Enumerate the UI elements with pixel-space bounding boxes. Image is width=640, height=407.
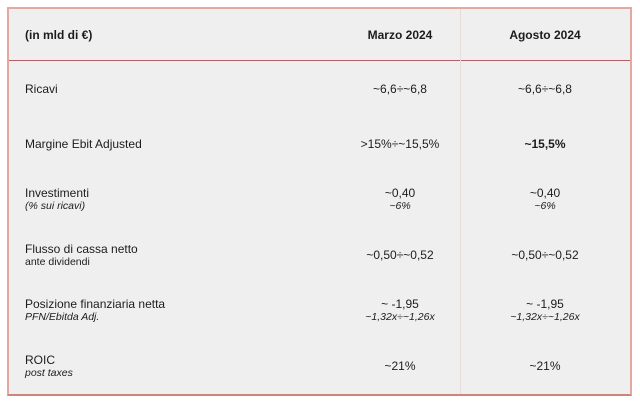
value-marzo: >15%÷~15,5% xyxy=(360,137,440,152)
value-marzo: ~ -1,95 xyxy=(381,297,419,312)
value-marzo: ~0,50÷~0,52 xyxy=(366,248,434,263)
row-sublabel: PFN/Ebitda Adj. xyxy=(25,311,100,324)
value-marzo: ~21% xyxy=(384,359,416,374)
subvalue-marzo: ~1,32x÷~1,26x xyxy=(365,311,435,324)
row-sublabel: ante dividendi xyxy=(25,255,90,268)
row-label: Investimenti xyxy=(25,186,90,201)
table-row: Flusso di cassa netto ante dividendi ~0,… xyxy=(9,228,630,284)
table-row: ROIC post taxes ~21% ~21% xyxy=(9,339,630,395)
table-row: Posizione finanziaria netta PFN/Ebitda A… xyxy=(9,283,630,339)
value-agosto: ~0,50÷~0,52 xyxy=(511,248,579,263)
guidance-table: (in mld di €) Marzo 2024 Agosto 2024 Ric… xyxy=(7,7,632,396)
value-agosto: ~0,40 xyxy=(529,186,561,201)
table-header: (in mld di €) Marzo 2024 Agosto 2024 xyxy=(9,9,630,61)
value-agosto: ~15,5% xyxy=(524,137,566,152)
subvalue-agosto: ~6% xyxy=(534,200,556,213)
row-label: Flusso di cassa netto xyxy=(25,241,138,256)
row-label: Ricavi xyxy=(25,81,58,96)
row-label: Posizione finanziaria netta xyxy=(25,297,166,312)
value-marzo: ~6,6÷~6,8 xyxy=(373,81,427,96)
row-sublabel: (% sui ricavi) xyxy=(25,200,86,213)
row-label: Margine Ebit Adjusted xyxy=(25,137,142,152)
table-row: Margine Ebit Adjusted >15%÷~15,5% ~15,5% xyxy=(9,117,630,173)
column-header-marzo: Marzo 2024 xyxy=(367,27,433,42)
row-sublabel: post taxes xyxy=(25,366,73,379)
column-separator xyxy=(460,9,461,394)
table-row: Ricavi ~6,6÷~6,8 ~6,6÷~6,8 xyxy=(9,61,630,117)
subvalue-agosto: ~1,32x÷~1,26x xyxy=(510,311,580,324)
column-header-agosto: Agosto 2024 xyxy=(509,27,581,42)
unit-label: (in mld di €) xyxy=(25,27,93,42)
value-agosto: ~21% xyxy=(529,359,561,374)
subvalue-marzo: ~6% xyxy=(389,200,411,213)
table-row: Investimenti (% sui ricavi) ~0,40 ~6% ~0… xyxy=(9,172,630,228)
value-marzo: ~0,40 xyxy=(384,186,416,201)
value-agosto: ~ -1,95 xyxy=(526,297,564,312)
row-label: ROIC xyxy=(25,352,55,367)
value-agosto: ~6,6÷~6,8 xyxy=(518,81,572,96)
table-body: Ricavi ~6,6÷~6,8 ~6,6÷~6,8 Margine Ebit … xyxy=(9,61,630,394)
